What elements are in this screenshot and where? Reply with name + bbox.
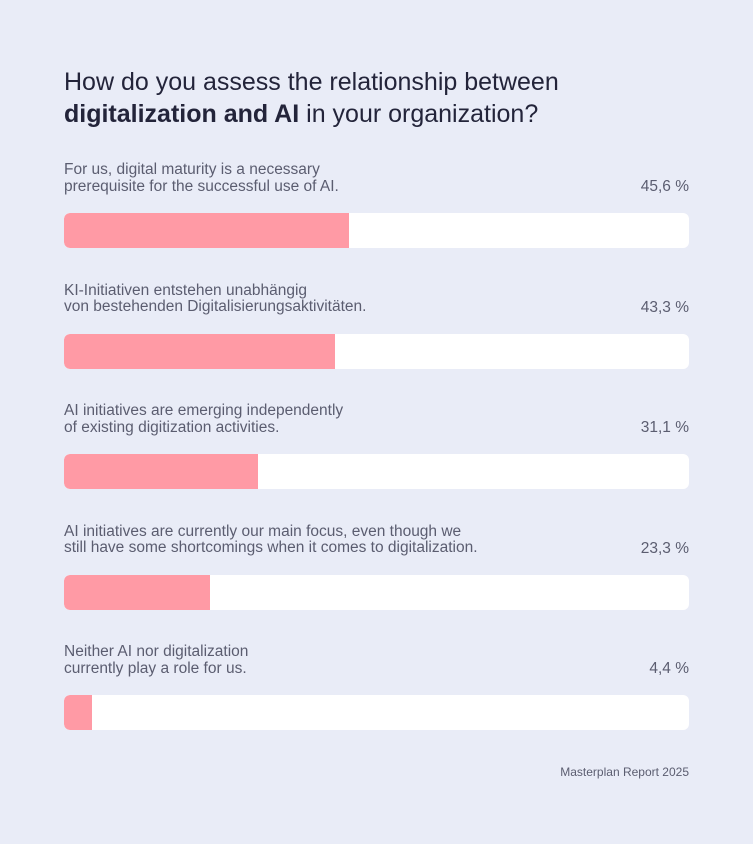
bar-label: For us, digital maturity is a necessary p…: [64, 161, 584, 195]
bar-label-line-1: For us, digital maturity is a necessary: [64, 161, 320, 178]
bar-chart: For us, digital maturity is a necessary p…: [64, 161, 689, 765]
chart-item: Neither AI nor digitalization currently p…: [64, 643, 689, 765]
bar-fill: [64, 695, 92, 730]
bar-value-label: 43,3 %: [640, 298, 689, 316]
bar-track: [64, 574, 689, 610]
bar-value-label: 45,6 %: [640, 178, 689, 195]
bar-value-label: 23,3 %: [640, 539, 689, 557]
bar-label-line-2: von bestehenden Digitalisierungsaktivitä…: [64, 298, 367, 315]
bar-label-line-2: of existing digitization activities.: [64, 418, 280, 436]
chart-item: AI initiatives are emerging independentl…: [64, 402, 689, 524]
chart-item: AI initiatives are currently our main fo…: [64, 522, 689, 645]
bar-track: [64, 695, 689, 730]
bar-fill: [64, 574, 210, 610]
bar-fill: [64, 213, 349, 248]
bar-label-line-2: still have some shortcomings when it com…: [64, 539, 478, 556]
bar-track: [64, 333, 689, 369]
bar-label-line-1: AI initiatives are emerging independentl…: [64, 402, 344, 419]
bar-value-label: 4,4 %: [649, 660, 689, 677]
title-line-2: in your organization?: [299, 100, 539, 128]
bar-label-line-2: prerequisite for the successful use of A…: [64, 177, 339, 195]
bar-label-line-2: currently play a role for us.: [64, 659, 247, 677]
title-line-1: How do you assess the relationship betwe…: [64, 68, 559, 96]
chart-item: KI-Initiativen entstehen unabhängig von b…: [64, 281, 689, 404]
bar-track: [64, 454, 689, 489]
bar-label-line-1: Neither AI nor digitalization: [64, 643, 249, 660]
bar-label: Neither AI nor digitalization currently p…: [64, 643, 584, 677]
bar-fill: [64, 333, 335, 369]
bar-label: AI initiatives are emerging independentl…: [64, 402, 584, 436]
bar-label: AI initiatives are currently our main fo…: [64, 522, 584, 557]
bar-label-line-1: AI initiatives are currently our main fo…: [64, 522, 462, 540]
bar-fill: [64, 454, 259, 489]
title-bold: digitalization and AI: [64, 100, 300, 128]
bar-label-line-1: KI-Initiativen entstehen unabhängig: [64, 281, 308, 299]
source-note: Masterplan Report 2025: [560, 765, 689, 779]
bar-value-label: 31,1 %: [640, 419, 689, 436]
chart-item: For us, digital maturity is a necessary p…: [64, 161, 689, 283]
bar-label: KI-Initiativen entstehen unabhängig von b…: [64, 281, 584, 316]
chart-title: How do you assess the relationship betwe…: [64, 66, 664, 130]
bar-track: [64, 213, 689, 248]
